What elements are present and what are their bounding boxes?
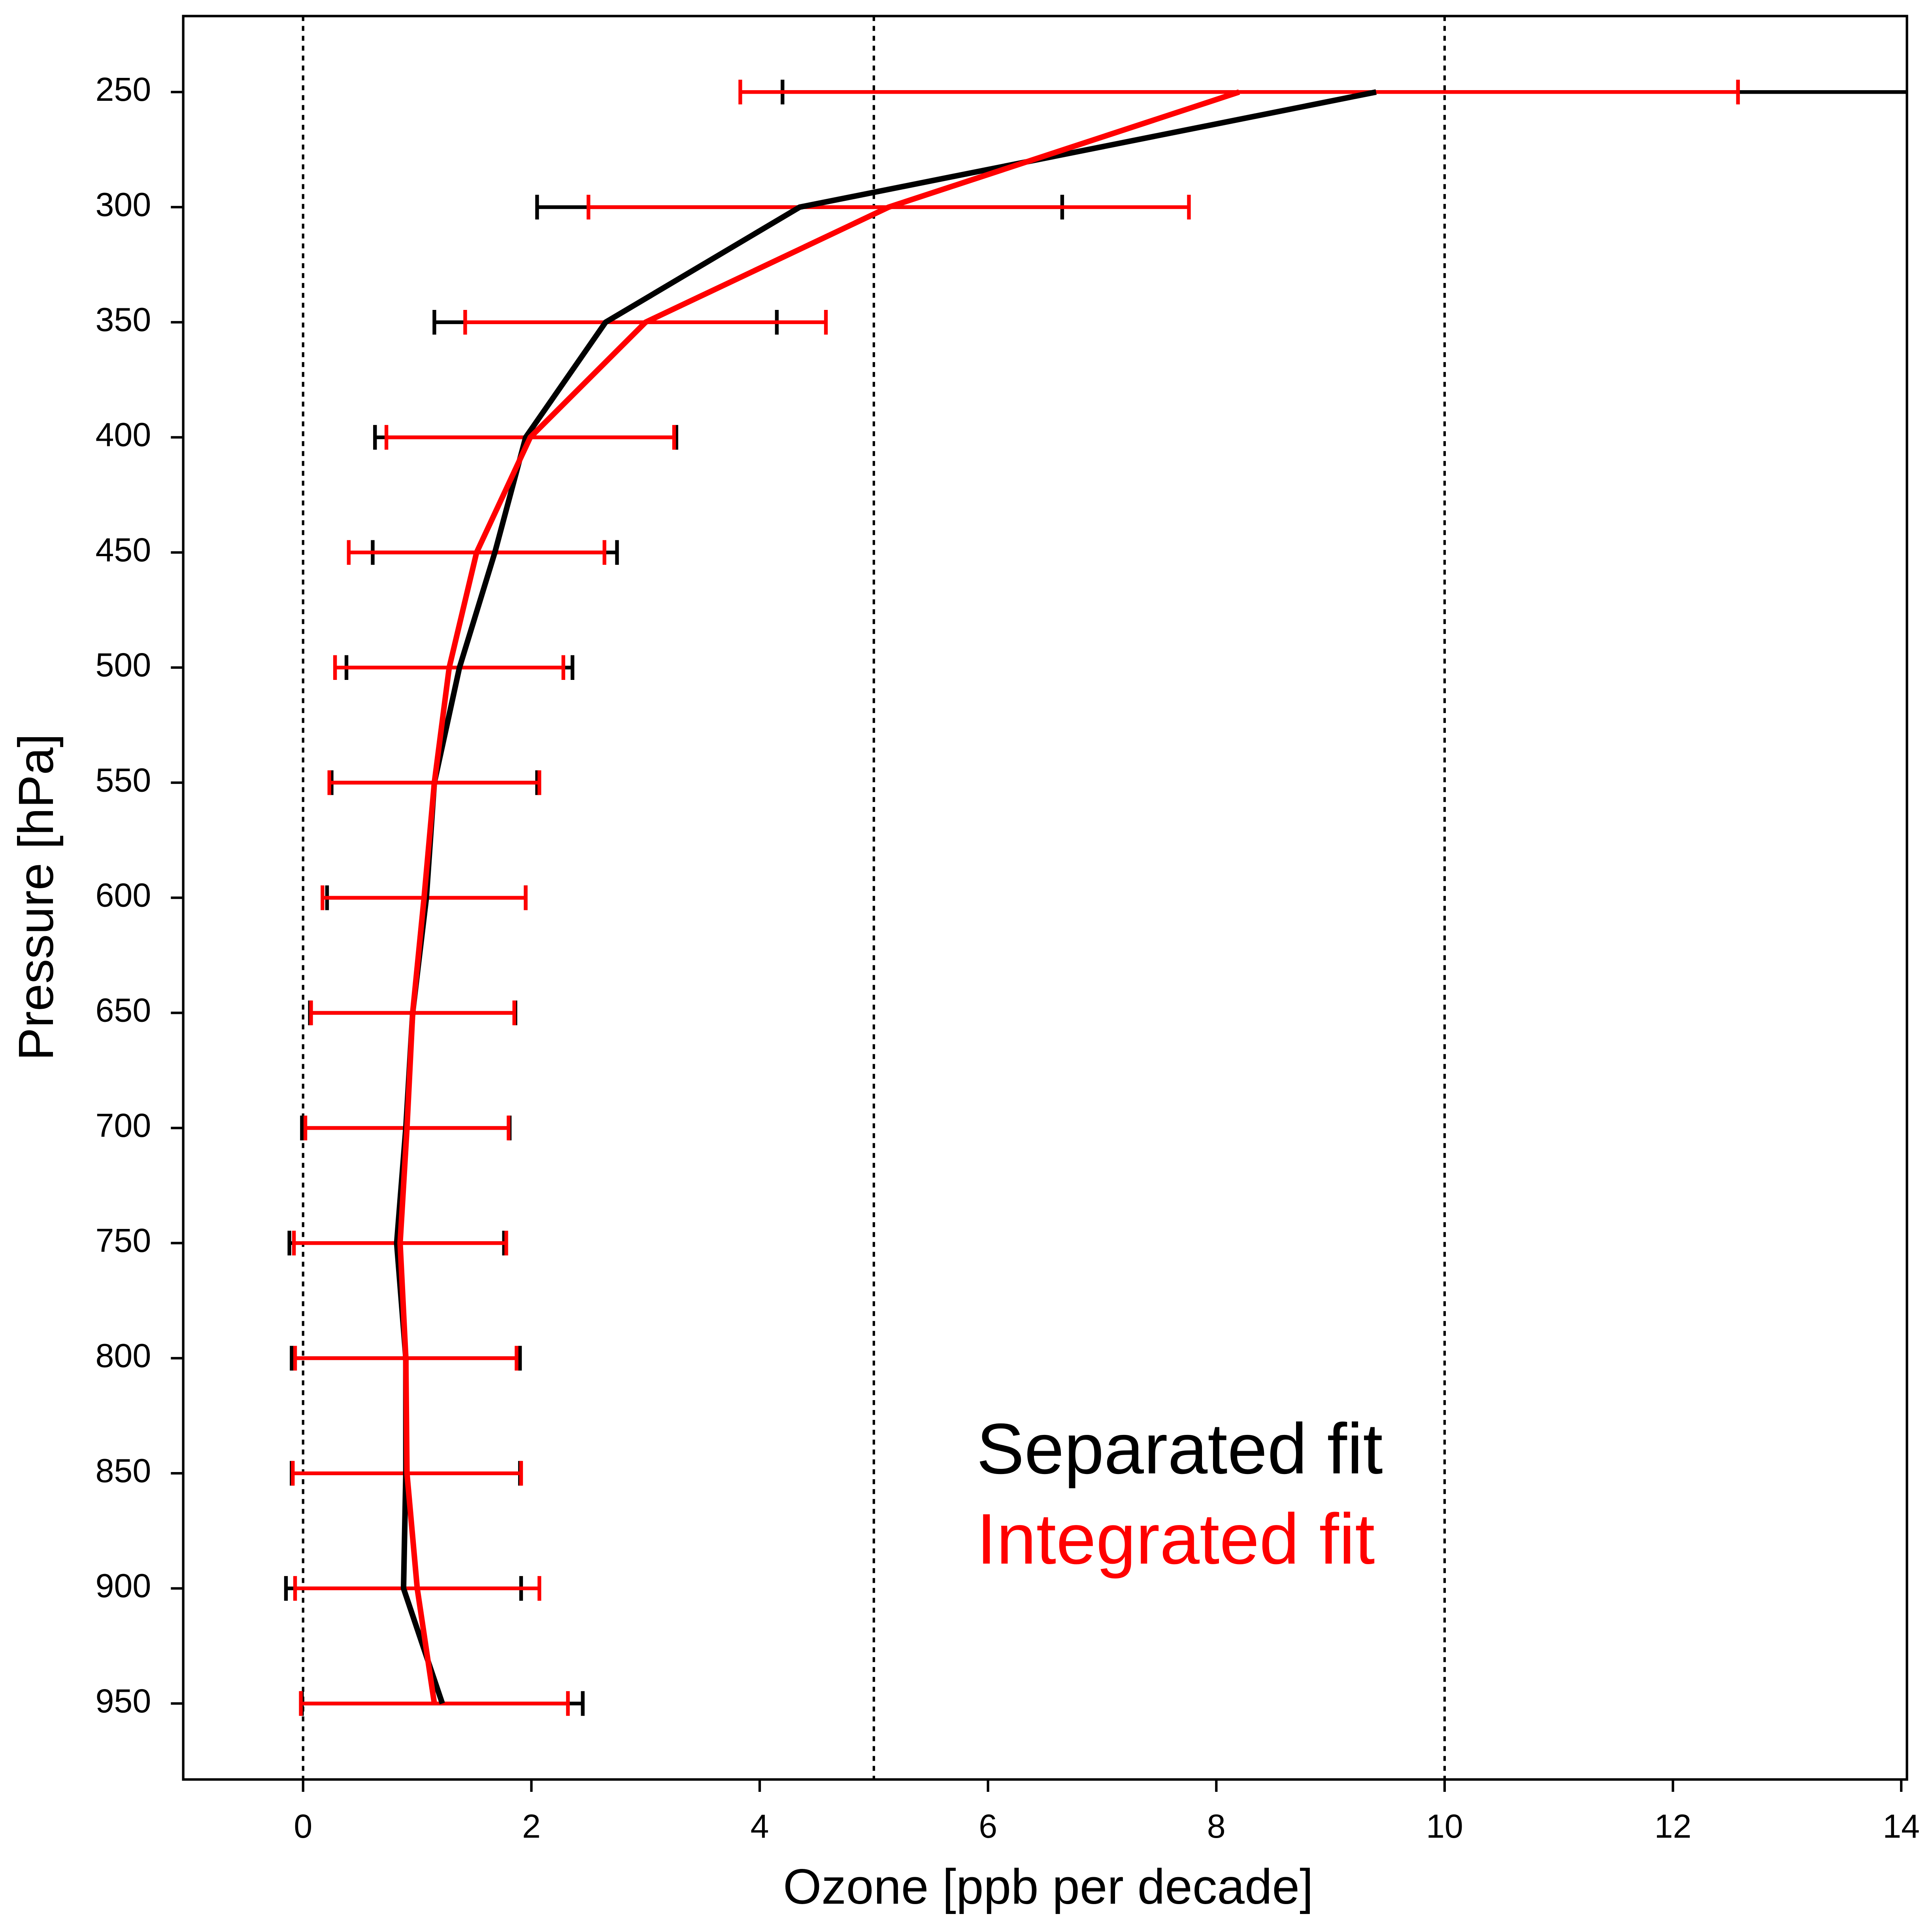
y-tick-label: 750 xyxy=(95,1222,151,1259)
plot-area xyxy=(284,16,1907,1780)
y-tick-label: 850 xyxy=(95,1452,151,1489)
y-tick-label: 950 xyxy=(95,1682,151,1719)
x-axis-title: Ozone [ppb per decade] xyxy=(783,1859,1313,1914)
legend-entry: Integrated fit xyxy=(977,1499,1375,1579)
y-tick-label: 800 xyxy=(95,1337,151,1374)
y-tick-label: 600 xyxy=(95,876,151,914)
legend-entry: Separated fit xyxy=(977,1409,1383,1489)
x-tick-label: 4 xyxy=(751,1808,769,1845)
x-tick-label: 2 xyxy=(522,1808,541,1845)
y-axis-title: Pressure [hPa] xyxy=(9,734,64,1061)
y-tick-label: 250 xyxy=(95,71,151,108)
x-tick-label: 14 xyxy=(1883,1808,1920,1845)
series-line xyxy=(397,89,1240,1704)
y-tick-label: 350 xyxy=(95,301,151,338)
y-tick-label: 450 xyxy=(95,531,151,568)
y-tick-label: 700 xyxy=(95,1107,151,1144)
x-tick-label: 10 xyxy=(1426,1808,1463,1845)
y-tick-label: 500 xyxy=(95,646,151,683)
y-tick-label: 400 xyxy=(95,416,151,453)
y-tick-label: 900 xyxy=(95,1567,151,1604)
x-tick-label: 8 xyxy=(1207,1808,1226,1845)
x-tick-label: 0 xyxy=(294,1808,312,1845)
y-tick-label: 300 xyxy=(95,186,151,223)
x-tick-label: 12 xyxy=(1655,1808,1692,1845)
y-tick-label: 650 xyxy=(95,992,151,1029)
y-tick-label: 550 xyxy=(95,761,151,798)
x-tick-label: 6 xyxy=(979,1808,997,1845)
